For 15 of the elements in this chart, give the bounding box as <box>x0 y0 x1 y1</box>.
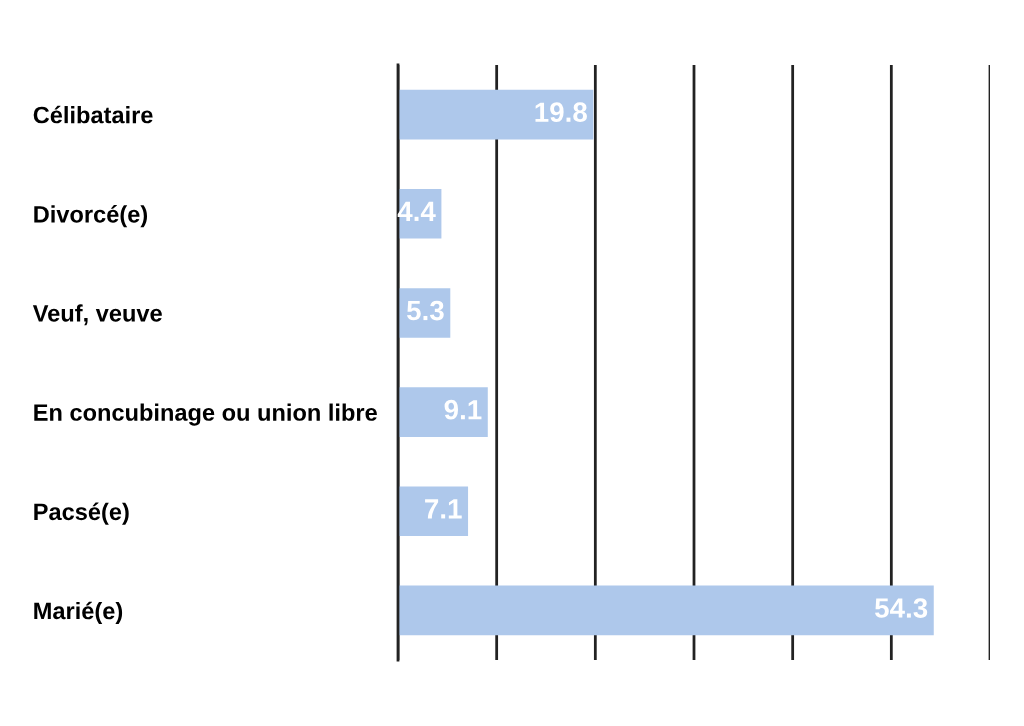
data-label: 7.1 <box>425 499 462 519</box>
y-tick-label: En concubinage ou union libre <box>34 403 377 426</box>
bar <box>398 585 934 636</box>
y-tick-label: Veuf, veuve <box>32 304 162 326</box>
y-tick-label: Pacsé(e) <box>34 502 129 525</box>
y-tick-label: Marié(e) <box>34 601 123 624</box>
data-label: 19.8 <box>535 102 587 123</box>
data-label: 9.1 <box>444 399 482 420</box>
bar <box>398 387 488 437</box>
bar <box>398 486 469 537</box>
y-tick-label: Célibataire <box>33 105 153 124</box>
y-tick-label: Divorcé(e) <box>34 205 148 228</box>
data-label: 5.3 <box>406 300 444 321</box>
data-label: 54.3 <box>875 598 928 618</box>
bar <box>398 89 594 140</box>
